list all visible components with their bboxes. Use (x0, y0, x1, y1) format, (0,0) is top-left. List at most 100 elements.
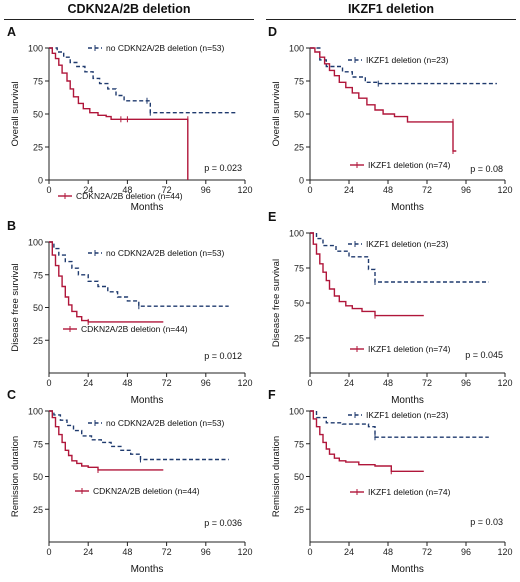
x-tick-label: 24 (344, 185, 354, 195)
y-tick-label: 100 (289, 229, 304, 239)
x-tick-label: 48 (122, 378, 132, 388)
y-tick-label: 75 (33, 77, 43, 87)
x-tick-label: 96 (201, 378, 211, 388)
legend-label: CDKN2A/2B deletion (n=44) (81, 324, 188, 334)
y-axis-label: Remission duration (10, 436, 21, 517)
x-tick-label: 72 (422, 378, 432, 388)
panel-b: B 25 50 75 100 0 24 48 72 96 120 Months Disease free… (7, 219, 253, 406)
panel-letter: A (7, 25, 16, 39)
x-tick-label: 72 (162, 378, 172, 388)
panel-letter: B (7, 219, 16, 233)
panel-letter: D (268, 25, 277, 39)
column-header-rule-left (4, 19, 254, 20)
panel-e: E 25 50 75 100 0 24 48 72 96 120 Months Disease free… (268, 210, 513, 406)
x-tick-label: 48 (383, 185, 393, 195)
y-tick-label: 100 (28, 238, 43, 248)
y-tick-label: 0 (299, 176, 304, 186)
y-tick-label: 75 (294, 77, 304, 87)
y-tick-label: 25 (33, 143, 43, 153)
y-tick-label: 25 (33, 336, 43, 346)
x-axis-label: Months (131, 564, 164, 575)
p-value: p = 0.036 (204, 518, 242, 528)
y-tick-label: 50 (33, 303, 43, 313)
x-tick-label: 48 (383, 547, 393, 557)
x-tick-label: 120 (497, 378, 512, 388)
column-header-left: CDKN2A/2B deletion (67, 2, 191, 16)
x-tick-label: 0 (307, 547, 312, 557)
x-tick-label: 0 (46, 185, 51, 195)
y-axis-label: Disease free survival (10, 263, 21, 351)
x-tick-label: 72 (162, 547, 172, 557)
panel-c: C 25 50 75 100 0 24 48 72 96 120 Months Remission du… (7, 388, 253, 575)
x-tick-label: 96 (201, 547, 211, 557)
series-line-dashed (49, 241, 229, 307)
y-tick-label: 25 (294, 334, 304, 344)
p-value: p = 0.045 (465, 350, 503, 360)
y-tick-label: 75 (294, 264, 304, 274)
x-tick-label: 0 (307, 185, 312, 195)
x-tick-label: 96 (461, 185, 471, 195)
legend-label: IKZF1 deletion (n=23) (366, 410, 449, 420)
legend-label: no CDKN2A/2B deletion (n=53) (106, 418, 225, 428)
x-tick-label: 24 (344, 378, 354, 388)
series-line-solid (310, 47, 457, 152)
legend-label: no CDKN2A/2B deletion (n=53) (106, 43, 225, 53)
y-axis-label: Overall survival (10, 82, 21, 147)
legend-label: IKZF1 deletion (n=74) (368, 160, 451, 170)
legend-label: IKZF1 deletion (n=74) (368, 344, 451, 354)
series-line-solid (49, 410, 164, 471)
column-header-rule-right (266, 19, 516, 20)
y-axis-label: Disease free survival (271, 259, 282, 347)
x-tick-label: 120 (237, 378, 252, 388)
y-tick-label: 50 (294, 472, 304, 482)
column-header-right: IKZF1 deletion (347, 2, 435, 16)
y-tick-label: 50 (294, 299, 304, 309)
x-tick-label: 48 (122, 547, 132, 557)
y-tick-label: 50 (33, 472, 43, 482)
panel-a: A 0 25 50 75 100 0 24 48 72 96 120 Months Overall sur… (7, 25, 253, 213)
x-tick-label: 96 (461, 378, 471, 388)
y-tick-label: 25 (294, 505, 304, 515)
x-tick-label: 120 (237, 185, 252, 195)
x-tick-label: 120 (497, 547, 512, 557)
x-tick-label: 24 (83, 547, 93, 557)
x-tick-label: 0 (307, 378, 312, 388)
series-line-solid (310, 232, 424, 317)
panel-letter: E (268, 210, 276, 224)
panel-d: D 0 25 50 75 100 0 24 48 72 96 120 Months Overall sur… (268, 25, 513, 213)
panel-letter: F (268, 388, 276, 402)
y-tick-label: 100 (28, 44, 43, 54)
x-axis-label: Months (391, 395, 424, 406)
x-tick-label: 120 (497, 185, 512, 195)
x-tick-label: 120 (237, 547, 252, 557)
legend-label: CDKN2A/2B deletion (n=44) (93, 486, 200, 496)
panel-f: F 25 50 75 100 0 24 48 72 96 120 Months Remission du… (268, 388, 513, 575)
p-value: p = 0.023 (204, 163, 242, 173)
x-tick-label: 24 (344, 547, 354, 557)
x-axis-label: Months (391, 564, 424, 575)
y-tick-label: 25 (294, 143, 304, 153)
y-tick-label: 0 (38, 176, 43, 186)
x-tick-label: 0 (46, 378, 51, 388)
p-value: p = 0.012 (204, 351, 242, 361)
legend-label: IKZF1 deletion (n=74) (368, 487, 451, 497)
series-line-dashed (310, 232, 489, 283)
x-axis-label: Months (131, 395, 164, 406)
x-tick-label: 72 (162, 185, 172, 195)
y-tick-label: 100 (289, 44, 304, 54)
x-tick-label: 48 (122, 185, 132, 195)
y-tick-label: 50 (294, 110, 304, 120)
series-line-dashed (49, 410, 229, 461)
series-line-dashed (310, 47, 497, 85)
x-tick-label: 48 (383, 378, 393, 388)
legend-label: CDKN2A/2B deletion (n=44) (76, 191, 183, 201)
series-line-dashed (310, 410, 489, 438)
legend-label: IKZF1 deletion (n=23) (366, 239, 449, 249)
panel-letter: C (7, 388, 16, 402)
x-tick-label: 0 (46, 547, 51, 557)
series-line-solid (49, 241, 164, 323)
x-tick-label: 96 (201, 185, 211, 195)
p-value: p = 0.08 (470, 164, 503, 174)
